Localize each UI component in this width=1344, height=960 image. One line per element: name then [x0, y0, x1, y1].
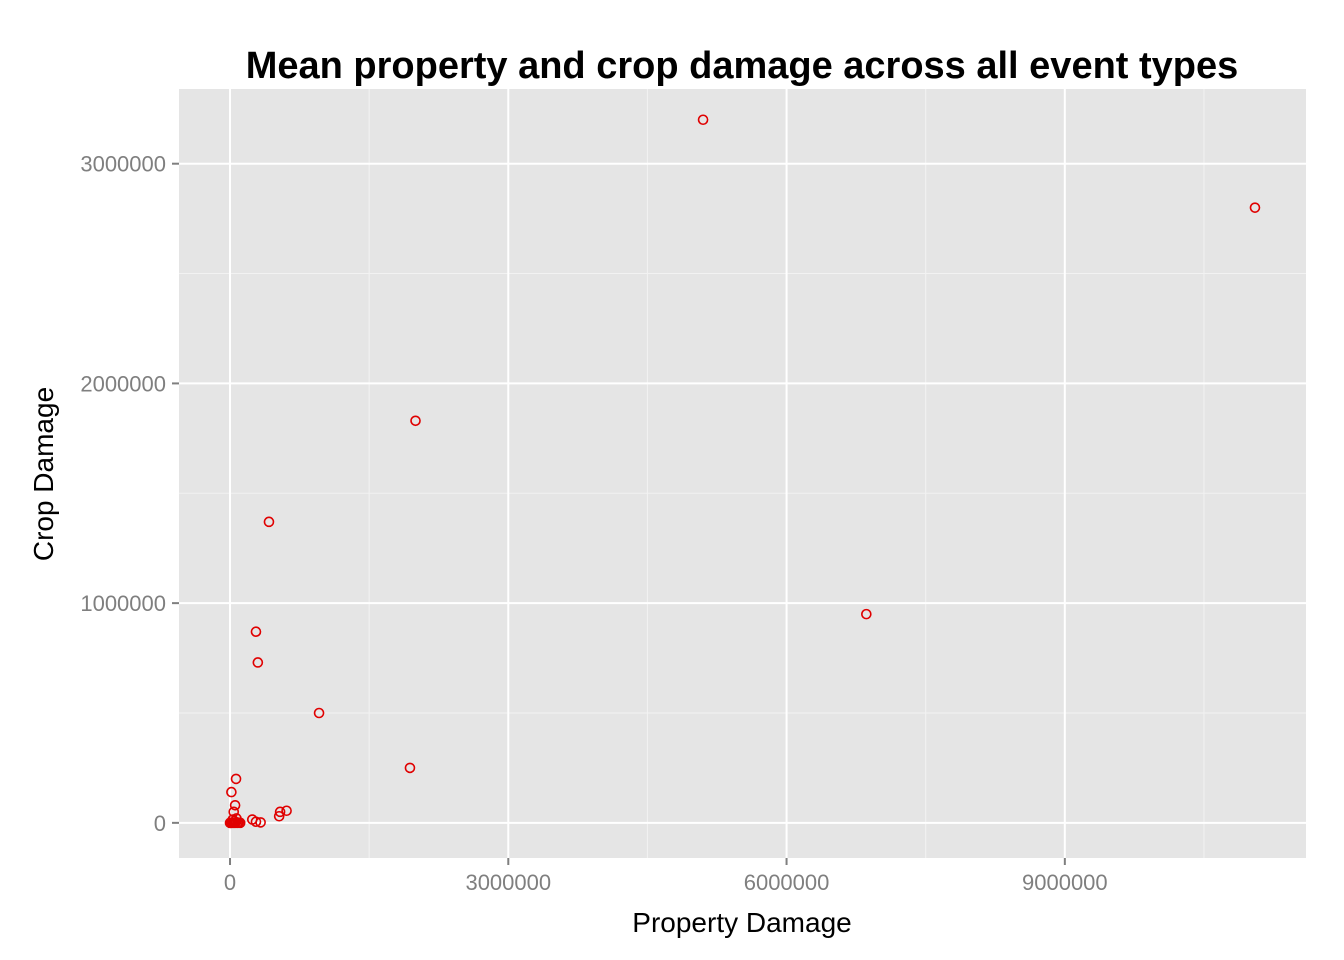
data-points [224, 114, 1261, 829]
data-point [252, 657, 264, 668]
data-point [250, 816, 262, 828]
data-point [313, 707, 325, 719]
x-axis: 0 3000000 6000000 9000000 [224, 858, 1108, 895]
data-point [861, 608, 872, 620]
y-tick-label: 0 [154, 811, 166, 836]
chart-title: Mean property and crop damage across all… [246, 45, 1239, 87]
data-point [228, 806, 240, 818]
data-point [281, 805, 292, 817]
data-point [250, 626, 262, 637]
y-axis-title: Crop Damage [28, 387, 59, 561]
data-point [404, 762, 416, 774]
major-gridlines [179, 89, 1306, 858]
data-point [255, 817, 266, 828]
data-point [229, 799, 241, 811]
data-point [230, 773, 242, 785]
plot-panel [179, 89, 1306, 858]
y-tick-label: 2000000 [80, 371, 166, 396]
x-tick-label: 3000000 [465, 870, 551, 895]
data-point [263, 516, 275, 528]
y-tick-label: 3000000 [80, 152, 166, 177]
data-point [274, 806, 286, 818]
data-point [697, 114, 709, 126]
minor-gridlines [179, 89, 1306, 858]
y-axis: 0 1000000 2000000 3000000 [80, 152, 179, 836]
data-point [1249, 202, 1261, 213]
x-tick-label: 6000000 [744, 870, 830, 895]
data-point [226, 786, 237, 798]
x-axis-title: Property Damage [632, 907, 851, 938]
x-tick-label: 0 [224, 870, 236, 895]
data-point [410, 415, 421, 427]
data-point [273, 810, 285, 822]
data-point [231, 813, 242, 824]
y-tick-label: 1000000 [80, 591, 166, 616]
x-tick-label: 9000000 [1022, 870, 1108, 895]
